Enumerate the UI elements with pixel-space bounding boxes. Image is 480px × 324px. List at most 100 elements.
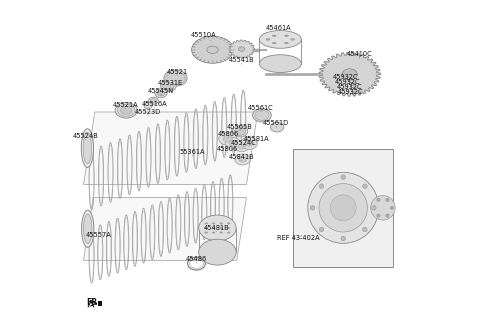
Ellipse shape <box>259 55 301 73</box>
Ellipse shape <box>120 107 132 114</box>
Ellipse shape <box>164 70 187 86</box>
Ellipse shape <box>255 110 269 121</box>
Text: 45932C: 45932C <box>338 89 364 96</box>
Circle shape <box>372 205 376 210</box>
Ellipse shape <box>220 232 222 233</box>
Ellipse shape <box>220 227 222 229</box>
Ellipse shape <box>144 102 152 109</box>
Ellipse shape <box>342 69 357 80</box>
Text: 45932C: 45932C <box>332 75 358 81</box>
Text: 45932C: 45932C <box>334 79 360 86</box>
Ellipse shape <box>291 39 295 40</box>
Ellipse shape <box>205 227 207 229</box>
Ellipse shape <box>270 122 284 132</box>
Ellipse shape <box>353 91 360 94</box>
Ellipse shape <box>207 46 218 53</box>
Ellipse shape <box>212 232 215 233</box>
Ellipse shape <box>155 89 167 98</box>
Circle shape <box>319 227 324 232</box>
Text: 45524B: 45524B <box>73 133 99 140</box>
Text: 45531E: 45531E <box>158 80 183 87</box>
Ellipse shape <box>161 81 176 92</box>
Circle shape <box>319 184 367 232</box>
Ellipse shape <box>115 103 137 118</box>
Ellipse shape <box>235 154 251 165</box>
Ellipse shape <box>117 104 135 117</box>
Ellipse shape <box>285 42 288 44</box>
Ellipse shape <box>228 227 230 229</box>
Text: 45521A: 45521A <box>113 102 138 110</box>
Ellipse shape <box>228 223 230 224</box>
Text: 45561C: 45561C <box>248 105 274 112</box>
Ellipse shape <box>199 215 236 241</box>
Polygon shape <box>228 40 254 58</box>
Ellipse shape <box>163 82 174 90</box>
Ellipse shape <box>259 30 301 48</box>
Ellipse shape <box>349 83 356 85</box>
Circle shape <box>386 198 389 202</box>
Ellipse shape <box>81 129 94 168</box>
Text: REF 43-402A: REF 43-402A <box>277 235 319 241</box>
Ellipse shape <box>166 72 185 85</box>
Ellipse shape <box>83 132 92 164</box>
Circle shape <box>363 184 367 188</box>
Ellipse shape <box>205 232 207 233</box>
Text: 55361A: 55361A <box>180 149 205 156</box>
Ellipse shape <box>84 214 92 244</box>
Ellipse shape <box>205 223 207 224</box>
Ellipse shape <box>199 239 236 265</box>
Circle shape <box>363 227 367 232</box>
Ellipse shape <box>252 109 271 122</box>
Polygon shape <box>84 198 246 260</box>
Ellipse shape <box>212 223 215 224</box>
Ellipse shape <box>351 87 358 90</box>
Ellipse shape <box>157 91 165 96</box>
Circle shape <box>341 175 346 179</box>
Text: 45841B: 45841B <box>229 154 254 161</box>
Ellipse shape <box>225 137 240 149</box>
Text: 45806: 45806 <box>218 131 239 138</box>
Ellipse shape <box>245 140 253 146</box>
Text: 45461A: 45461A <box>266 25 291 35</box>
Text: 45806: 45806 <box>217 146 239 153</box>
Ellipse shape <box>272 42 276 44</box>
Ellipse shape <box>272 35 276 37</box>
Circle shape <box>386 214 389 217</box>
Ellipse shape <box>232 126 248 137</box>
Ellipse shape <box>235 141 249 152</box>
Text: 45410C: 45410C <box>347 51 372 59</box>
Polygon shape <box>319 52 380 96</box>
Circle shape <box>308 172 379 243</box>
Ellipse shape <box>348 78 354 81</box>
Text: 45486: 45486 <box>186 256 207 263</box>
Ellipse shape <box>82 210 94 247</box>
Ellipse shape <box>240 137 257 149</box>
Text: 45581A: 45581A <box>244 136 270 143</box>
Ellipse shape <box>228 232 230 233</box>
Ellipse shape <box>235 127 245 135</box>
Polygon shape <box>84 112 258 185</box>
Ellipse shape <box>149 97 158 104</box>
Circle shape <box>372 206 375 209</box>
Circle shape <box>341 236 346 241</box>
Ellipse shape <box>285 35 288 37</box>
Ellipse shape <box>239 47 245 51</box>
Ellipse shape <box>266 39 270 40</box>
Text: 45516A: 45516A <box>142 101 168 108</box>
Circle shape <box>371 196 395 220</box>
Ellipse shape <box>151 98 156 103</box>
Ellipse shape <box>239 157 246 162</box>
Ellipse shape <box>229 140 237 146</box>
Circle shape <box>311 205 315 210</box>
Ellipse shape <box>238 144 245 149</box>
Circle shape <box>377 214 380 217</box>
Text: 45524C: 45524C <box>230 140 256 147</box>
Text: 45557A: 45557A <box>86 232 111 239</box>
Text: 45523D: 45523D <box>135 109 161 116</box>
Text: 45521: 45521 <box>167 69 188 75</box>
Circle shape <box>319 184 324 188</box>
Ellipse shape <box>219 132 237 145</box>
Text: 45561D: 45561D <box>263 120 289 127</box>
Text: 45541B: 45541B <box>229 57 254 64</box>
Text: 45545N: 45545N <box>148 88 174 95</box>
